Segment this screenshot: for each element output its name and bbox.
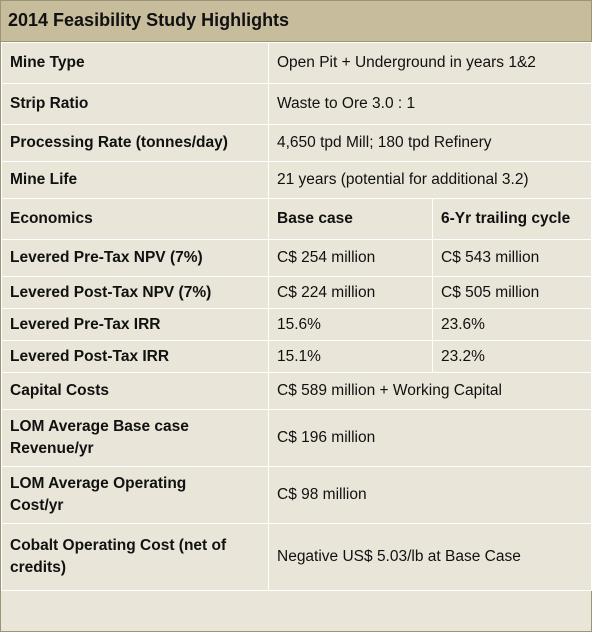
base-case-value: C$ 224 million (268, 276, 433, 309)
row-label: Mine Type (1, 42, 269, 84)
trailing-cycle-value: 23.6% (431, 308, 593, 341)
row-value: 4,650 tpd Mill; 180 tpd Refinery (267, 124, 593, 162)
column-header-base-case: Base case (268, 198, 433, 240)
row-value: C$ 589 million + Working Capital (267, 372, 593, 410)
economics-header-row: Economics Base case 6-Yr trailing cycle (1, 198, 593, 240)
row-label: Mine Life (1, 161, 269, 199)
row-label: Levered Post-Tax NPV (7%) (1, 276, 269, 309)
row-value: Negative US$ 5.03/lb at Base Case (267, 523, 593, 591)
row-label: Strip Ratio (1, 83, 269, 125)
row-label: LOM Average Operating Cost/yr (1, 466, 269, 524)
table-row: Levered Post-Tax NPV (7%) C$ 224 million… (1, 276, 593, 309)
title-bar: 2014 Feasibility Study Highlights (1, 1, 591, 42)
row-label: Cobalt Operating Cost (net of credits) (1, 523, 269, 591)
row-label: LOM Average Base case Revenue/yr (1, 409, 269, 467)
table-row: Levered Pre-Tax IRR 15.6% 23.6% (1, 308, 593, 341)
row-value: C$ 98 million (267, 466, 593, 524)
table-row: LOM Average Operating Cost/yr C$ 98 milli… (1, 466, 593, 524)
row-value: Open Pit + Underground in years 1&2 (267, 42, 593, 84)
table-row: Levered Post-Tax IRR 15.1% 23.2% (1, 340, 593, 373)
base-case-value: C$ 254 million (268, 239, 433, 277)
highlights-table: Mine Type Open Pit + Underground in year… (1, 42, 593, 591)
row-label: Capital Costs (1, 372, 269, 410)
row-label: Processing Rate (tonnes/day) (1, 124, 269, 162)
row-label: Levered Pre-Tax IRR (1, 308, 269, 341)
table-row: Strip Ratio Waste to Ore 3.0 : 1 (1, 83, 593, 125)
table-row: Capital Costs C$ 589 million + Working C… (1, 372, 593, 410)
column-header-trailing-cycle: 6-Yr trailing cycle (431, 198, 593, 240)
row-value: C$ 196 million (267, 409, 593, 467)
row-label-line: credits) (10, 559, 66, 576)
row-label: Levered Post-Tax IRR (1, 340, 269, 373)
trailing-cycle-value: C$ 505 million (431, 276, 593, 309)
row-value: Waste to Ore 3.0 : 1 (267, 83, 593, 125)
row-label: Economics (1, 198, 269, 240)
row-value: 21 years (potential for additional 3.2) (267, 161, 593, 199)
base-case-value: 15.1% (268, 340, 433, 373)
table-row: Cobalt Operating Cost (net of credits) Ne… (1, 523, 593, 591)
table-row: Levered Pre-Tax NPV (7%) C$ 254 million … (1, 239, 593, 277)
table-row: Mine Life 21 years (potential for additi… (1, 161, 593, 199)
row-label-line: Revenue/yr (10, 440, 94, 457)
trailing-cycle-value: 23.2% (431, 340, 593, 373)
table-row: LOM Average Base case Revenue/yr C$ 196 m… (1, 409, 593, 467)
trailing-cycle-value: C$ 543 million (431, 239, 593, 277)
row-label-line: LOM Average Operating (10, 475, 187, 492)
row-label-line: LOM Average Base case (10, 418, 189, 435)
table-row: Mine Type Open Pit + Underground in year… (1, 42, 593, 84)
row-label: Levered Pre-Tax NPV (7%) (1, 239, 269, 277)
table-title: 2014 Feasibility Study Highlights (8, 10, 290, 30)
row-label-line: Cobalt Operating Cost (net of (10, 537, 227, 554)
row-label-line: Cost/yr (10, 497, 64, 514)
base-case-value: 15.6% (268, 308, 433, 341)
table-row: Processing Rate (tonnes/day) 4,650 tpd M… (1, 124, 593, 162)
